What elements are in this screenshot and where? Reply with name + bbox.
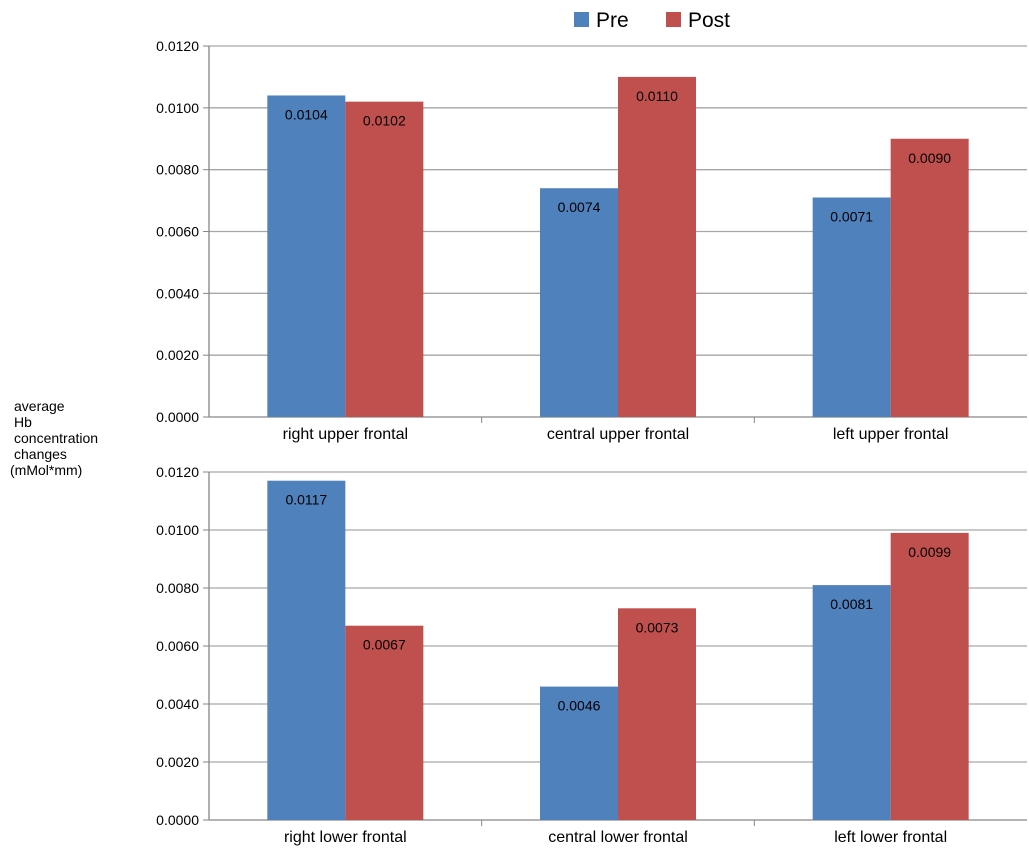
y-axis-label: average Hb concentration changes (mMol*m… <box>10 398 120 478</box>
panel2-bar-pre <box>540 686 618 820</box>
panel2-data-label-pre: 0.0046 <box>558 698 601 714</box>
panel2-y-tick-label: 0.0060 <box>156 638 199 654</box>
panel1-category-label: right upper frontal <box>283 426 408 443</box>
panel2-y-tick-label: 0.0080 <box>156 580 199 596</box>
panel1-category-label: left upper frontal <box>833 426 949 443</box>
y-axis-label-line: concentration <box>14 430 99 446</box>
panel2-y-tick-label: 0.0120 <box>156 464 199 480</box>
panel1-bar-post <box>618 76 696 418</box>
panel2-y-tick-label: 0.0040 <box>156 696 199 712</box>
panel1-bar-post <box>890 138 969 417</box>
legend-swatch-pre <box>574 12 589 27</box>
panel1-bar-post <box>345 101 424 418</box>
panel2-data-label-post: 0.0067 <box>363 637 406 653</box>
panel1-bar-pre <box>540 188 618 417</box>
panel2-category-label: central lower frontal <box>548 829 688 846</box>
panel1-y-tick-label: 0.0040 <box>156 285 199 301</box>
legend-label-post: Post <box>688 9 730 32</box>
panel2-data-label-pre: 0.0081 <box>830 596 873 612</box>
panel2-y-tick-label: 0.0100 <box>156 522 199 538</box>
y-axis-label-line: changes <box>14 446 67 462</box>
panel1-data-label-pre: 0.0074 <box>558 199 601 215</box>
panel2-bar-pre <box>812 585 891 820</box>
legend-swatch-post <box>666 12 681 27</box>
panel1-bar-pre <box>812 197 891 417</box>
panel2-bar-pre <box>267 480 346 820</box>
y-axis-label-line: Hb <box>14 414 32 430</box>
panel1-y-tick-label: 0.0120 <box>156 38 199 54</box>
panel1-y-tick-label: 0.0100 <box>156 100 199 116</box>
panel2-bar-post <box>890 532 969 820</box>
panel1-data-label-pre: 0.0071 <box>830 208 873 224</box>
panel2-y-tick-label: 0.0020 <box>156 754 199 770</box>
panel2-bar-post <box>618 608 696 820</box>
panel2-data-label-pre: 0.0117 <box>285 492 327 508</box>
panel1-data-label-post: 0.0102 <box>363 113 406 129</box>
panel2-bar-post <box>345 625 424 820</box>
panel1-category-label: central upper frontal <box>547 426 689 443</box>
panel2-y-tick-label: 0.0000 <box>156 812 199 828</box>
panel2-data-label-post: 0.0073 <box>636 619 679 635</box>
panel1-y-tick-label: 0.0060 <box>156 224 199 240</box>
panel1-data-label-post: 0.0090 <box>908 150 951 166</box>
panel1-y-tick-label: 0.0080 <box>156 162 199 178</box>
panel1-y-tick-label: 0.0020 <box>156 347 199 363</box>
panel1-y-tick-label: 0.0000 <box>156 409 199 425</box>
y-axis-label-line: average <box>14 398 65 414</box>
panel1-data-label-post: 0.0110 <box>636 88 678 104</box>
panel2-category-label: left lower frontal <box>834 829 947 846</box>
panel1-data-label-pre: 0.0104 <box>285 106 328 122</box>
legend-label-pre: Pre <box>596 9 629 32</box>
panel1-bar-pre <box>267 95 346 417</box>
panel2-data-label-post: 0.0099 <box>908 544 951 560</box>
y-axis-label-line: (mMol*mm) <box>10 462 83 478</box>
panel2-category-label: right lower frontal <box>284 829 407 846</box>
